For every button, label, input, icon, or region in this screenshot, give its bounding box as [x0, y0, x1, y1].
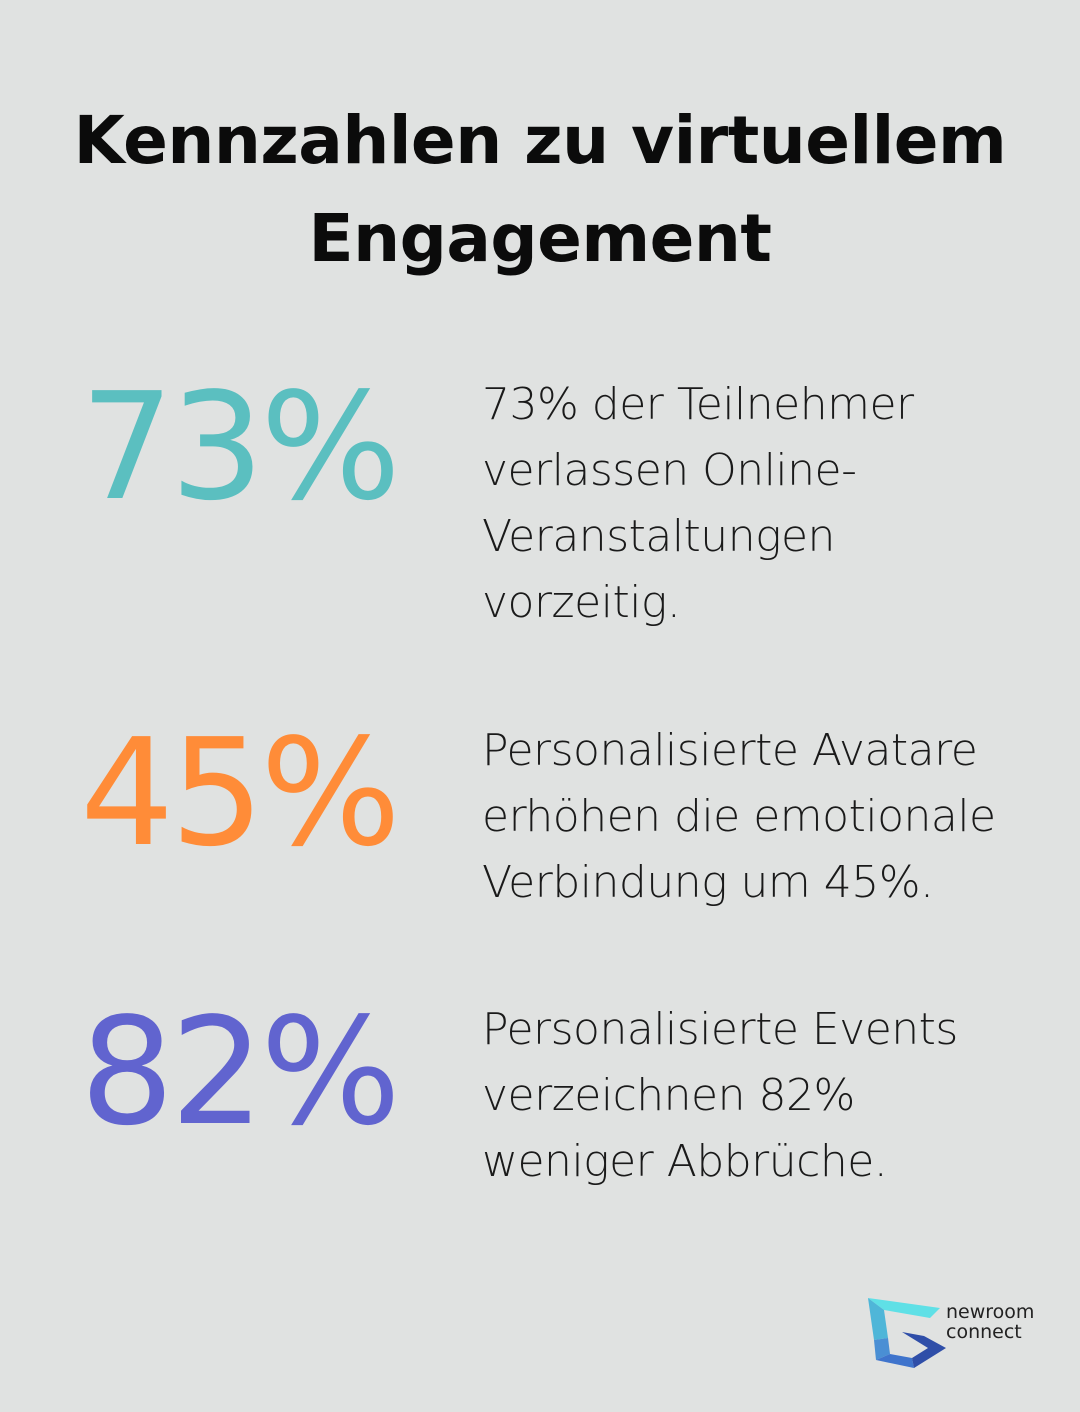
stat-value: 45%	[80, 707, 401, 879]
stat-value: 73%	[80, 361, 401, 533]
stat-description: 73% der Teilnehmer verlassen Online-Vera…	[482, 379, 914, 628]
page-title: Kennzahlen zu virtuellem Engagement	[73, 102, 1007, 277]
stat-value: 82%	[80, 986, 401, 1158]
logo-line1: newroom	[946, 1301, 1035, 1323]
logo-mark-icon	[868, 1298, 946, 1368]
stat-description: Personalisierte Events verzeichnen 82% w…	[482, 1004, 958, 1187]
stat-description: Personalisierte Avatare erhöhen die emot…	[482, 725, 996, 908]
brand-logo: newroom connect	[866, 1296, 1041, 1368]
logo-text: newroom connect	[946, 1302, 1034, 1342]
logo-line2: connect	[946, 1321, 1022, 1343]
